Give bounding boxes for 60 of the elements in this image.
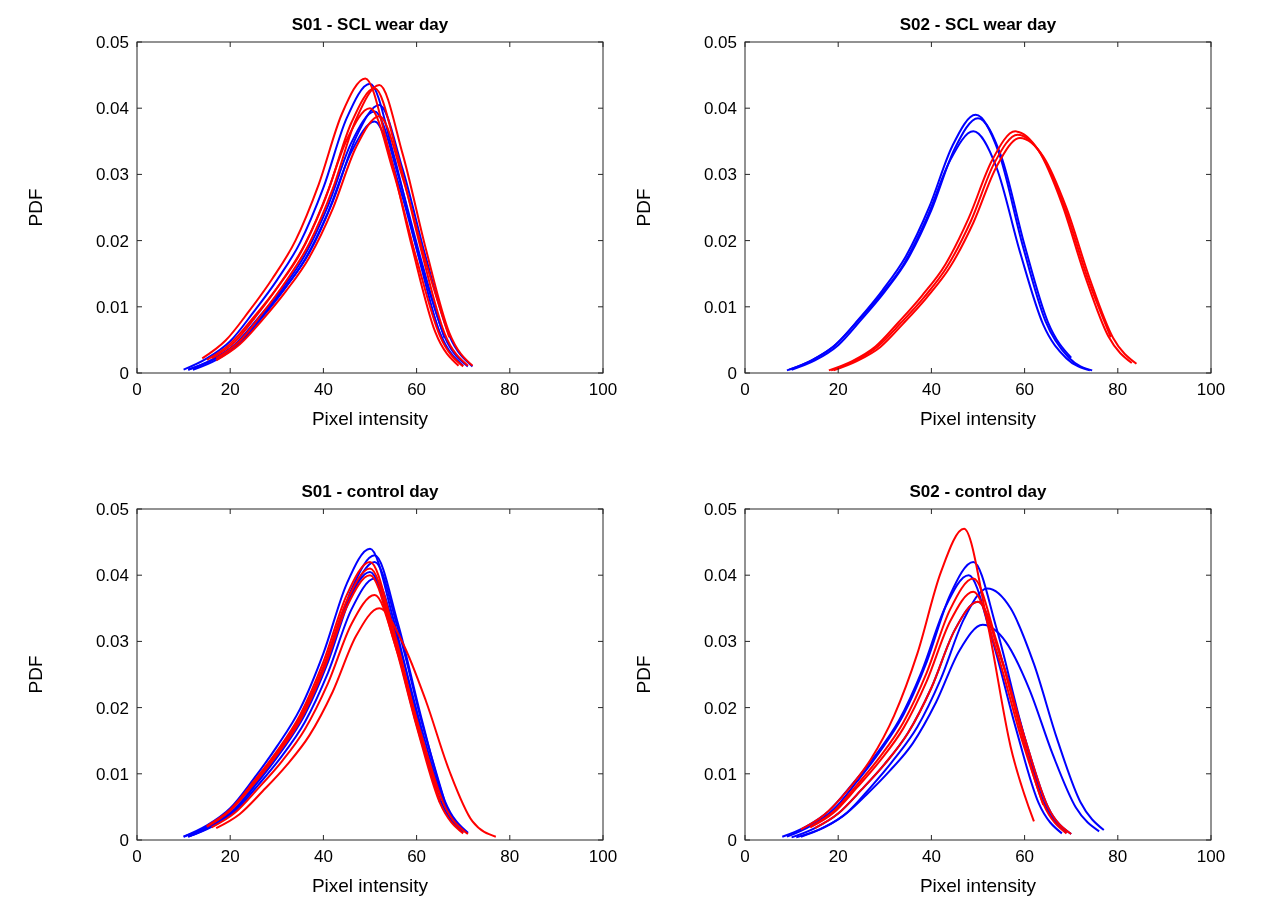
x-tick-label: 0 xyxy=(740,847,750,866)
chart-title: S02 - SCL wear day xyxy=(899,15,1057,34)
y-tick-label: 0.03 xyxy=(95,632,129,652)
x-axis-title: Pixel intensity xyxy=(311,875,429,896)
y-tick-label: 0.04 xyxy=(703,99,737,119)
x-tick-label: 80 xyxy=(1108,380,1128,399)
y-tick-label: 0.04 xyxy=(95,566,129,586)
y-axis-title: PDF xyxy=(633,655,654,694)
x-tick-label: 80 xyxy=(1108,847,1128,866)
y-tick-label: 0.05 xyxy=(95,32,129,52)
x-tick-label: 80 xyxy=(500,380,520,399)
y-tick-label: 0.02 xyxy=(95,698,129,718)
x-tick-label: 20 xyxy=(220,847,240,866)
x-axis-title: Pixel intensity xyxy=(919,408,1037,429)
chart-title: S01 - SCL wear day xyxy=(291,15,449,34)
y-tick-label: 0 xyxy=(119,363,129,383)
x-tick-label: 80 xyxy=(500,847,520,866)
y-tick-label: 0.05 xyxy=(703,499,737,519)
y-tick-label: 0.05 xyxy=(95,499,129,519)
x-tick-label: 100 xyxy=(1196,380,1226,399)
y-axis-title: PDF xyxy=(633,188,654,227)
y-tick-label: 0 xyxy=(727,363,737,383)
y-tick-label: 0 xyxy=(727,830,737,850)
chart-title: S02 - control day xyxy=(909,482,1048,501)
y-tick-label: 0.02 xyxy=(95,231,129,251)
y-tick-label: 0.03 xyxy=(703,165,737,185)
x-tick-label: 40 xyxy=(921,380,941,399)
x-tick-label: 0 xyxy=(132,380,142,399)
x-tick-label: 40 xyxy=(313,847,333,866)
x-tick-label: 0 xyxy=(132,847,142,866)
y-axis-title: PDF xyxy=(25,655,46,694)
y-tick-label: 0.02 xyxy=(703,698,737,718)
y-tick-label: 0.01 xyxy=(95,297,129,317)
x-tick-label: 60 xyxy=(1015,847,1035,866)
x-tick-label: 60 xyxy=(1015,380,1035,399)
y-axis-title: PDF xyxy=(25,188,46,227)
x-tick-label: 100 xyxy=(1196,847,1226,866)
x-tick-label: 20 xyxy=(220,380,240,399)
x-axis-title: Pixel intensity xyxy=(919,875,1037,896)
y-tick-label: 0.04 xyxy=(95,99,129,119)
x-tick-label: 20 xyxy=(828,380,848,399)
y-tick-label: 0 xyxy=(119,830,129,850)
x-tick-label: 100 xyxy=(588,847,618,866)
x-tick-label: 0 xyxy=(740,380,750,399)
y-tick-label: 0.05 xyxy=(703,32,737,52)
x-tick-label: 40 xyxy=(313,380,333,399)
y-tick-label: 0.03 xyxy=(95,165,129,185)
y-tick-label: 0.01 xyxy=(703,297,737,317)
x-tick-label: 60 xyxy=(407,847,427,866)
y-tick-label: 0.01 xyxy=(703,764,737,784)
x-tick-label: 20 xyxy=(828,847,848,866)
chart-title: S01 - control day xyxy=(301,482,440,501)
y-tick-label: 0.03 xyxy=(703,632,737,652)
y-tick-label: 0.02 xyxy=(703,231,737,251)
y-tick-label: 0.01 xyxy=(95,764,129,784)
x-axis-title: Pixel intensity xyxy=(311,408,429,429)
x-tick-label: 100 xyxy=(588,380,618,399)
x-tick-label: 60 xyxy=(407,380,427,399)
y-tick-label: 0.04 xyxy=(703,566,737,586)
x-tick-label: 40 xyxy=(921,847,941,866)
